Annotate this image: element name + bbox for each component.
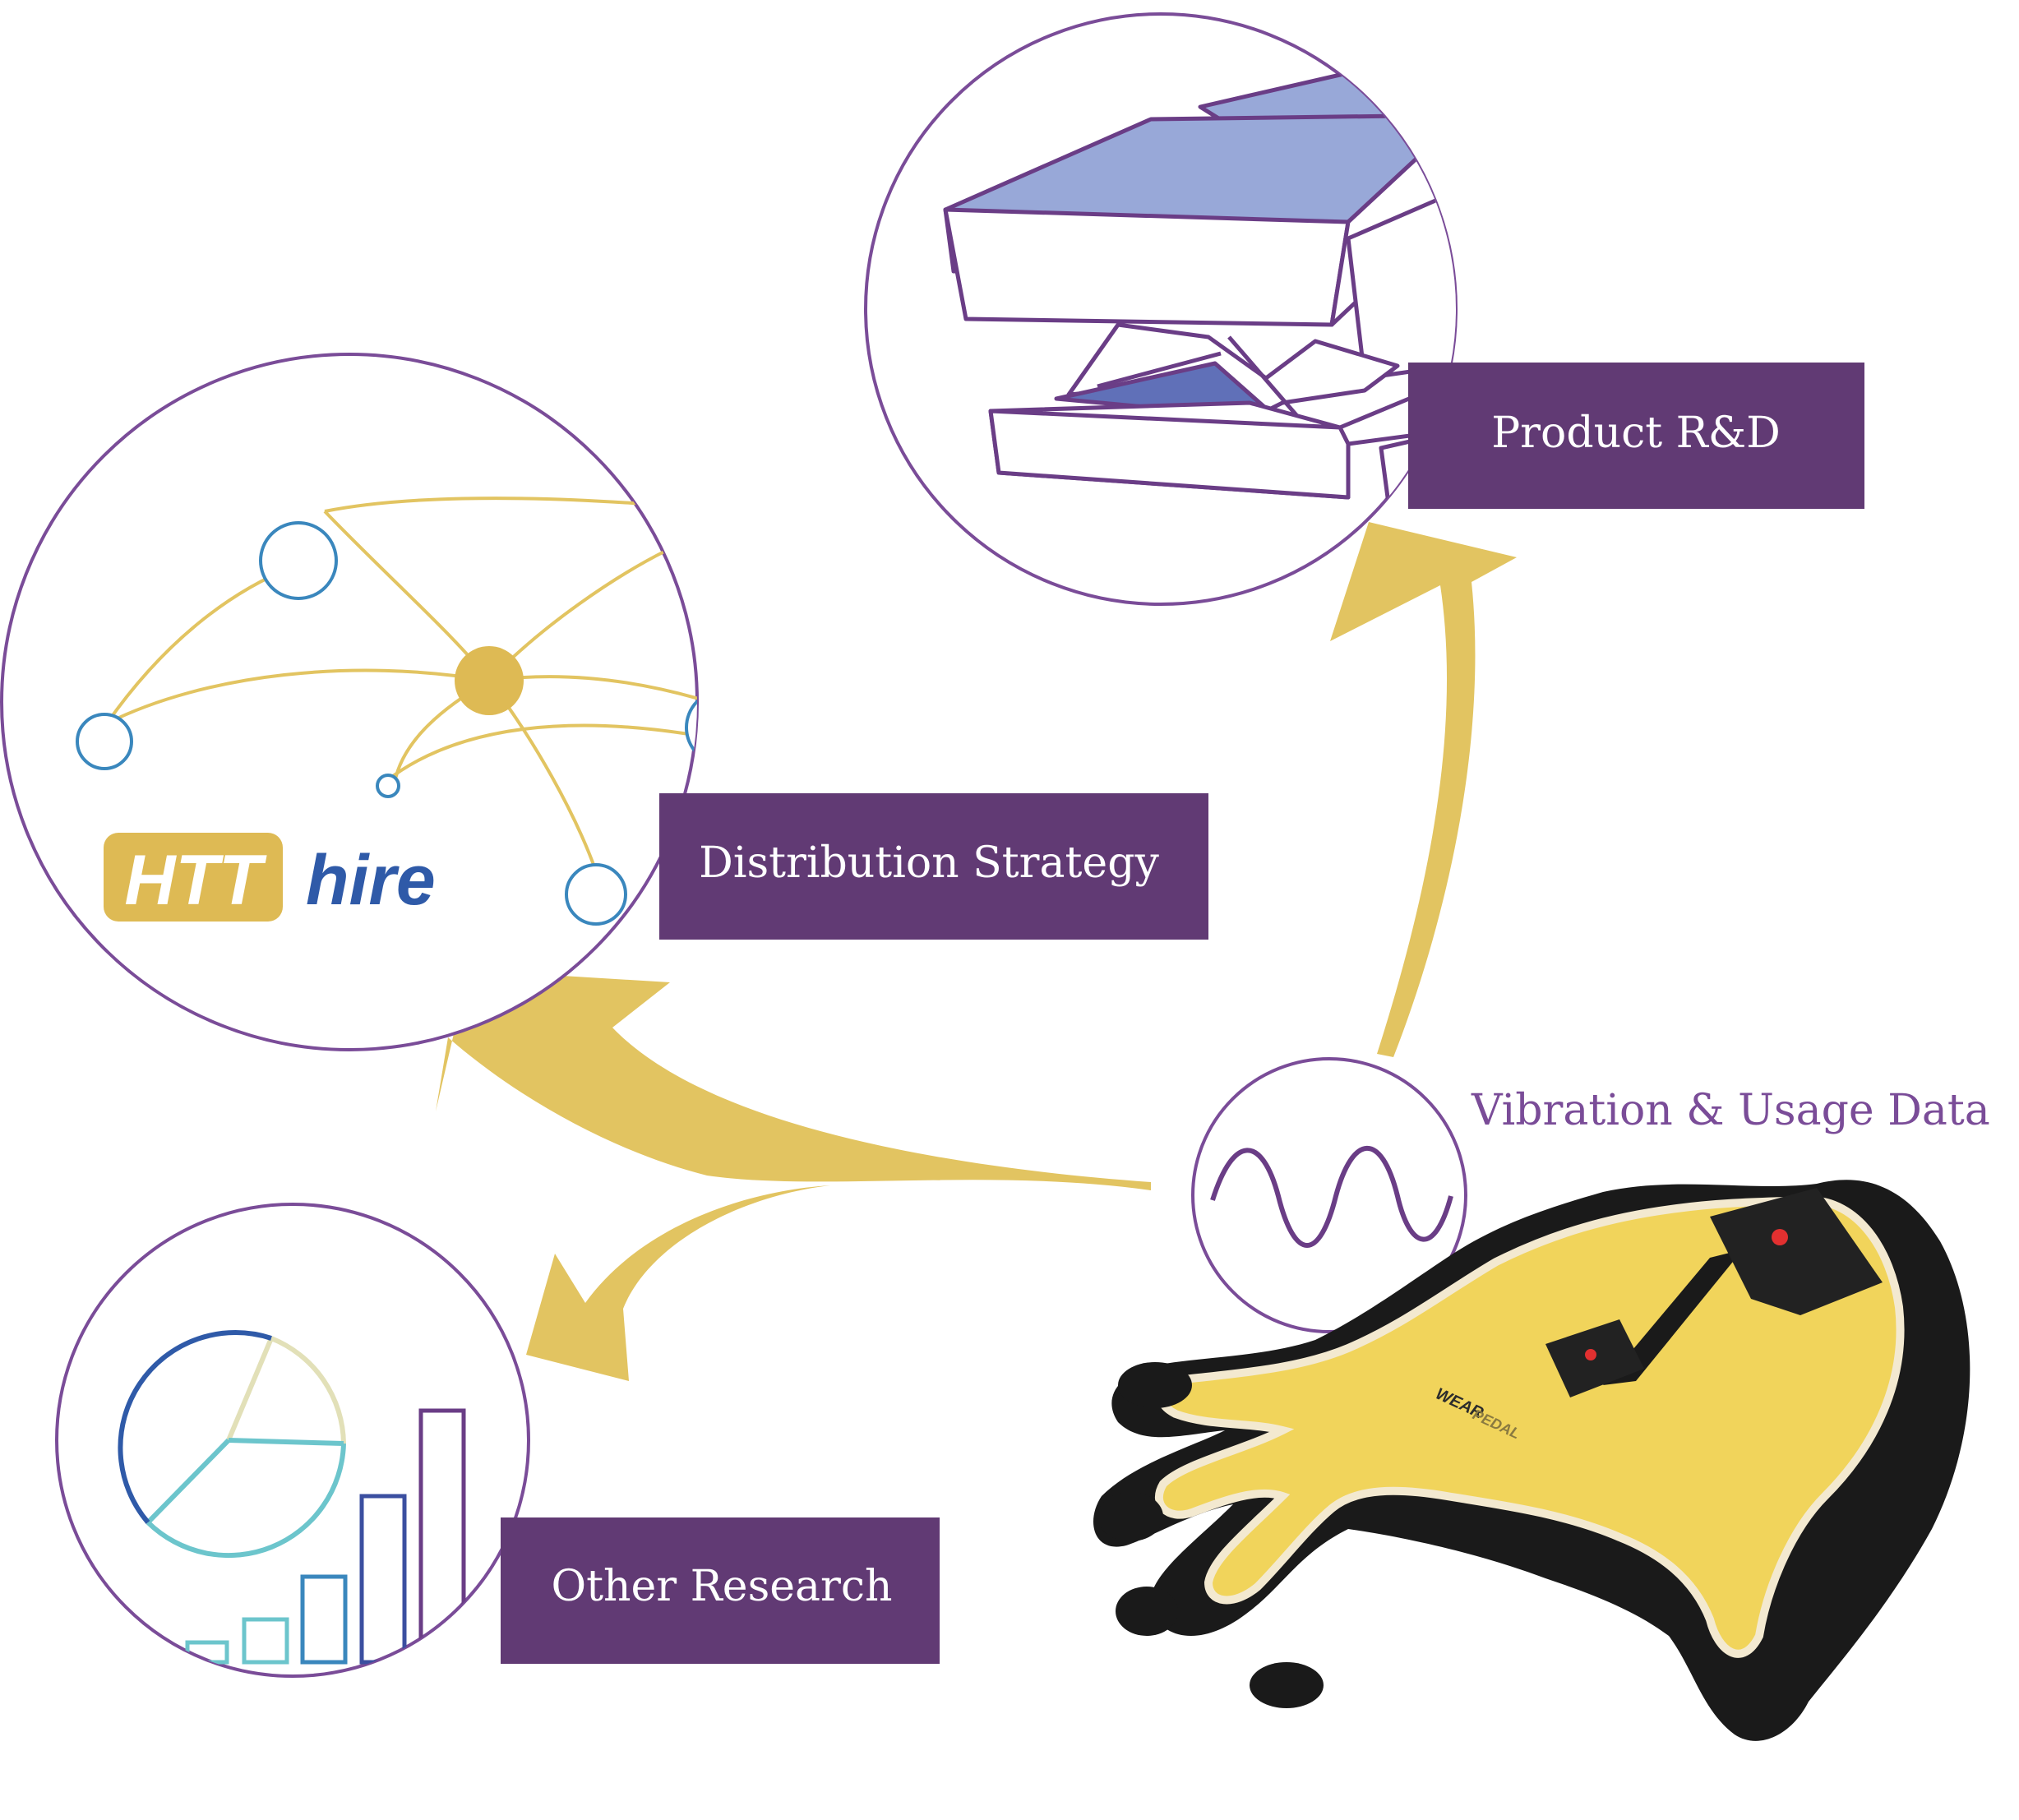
other-research-node: Other Research xyxy=(55,1203,940,1678)
research-label-box xyxy=(501,1517,940,1664)
vibration-circle xyxy=(1191,1057,1467,1333)
network-node xyxy=(376,774,400,798)
distribution-label: Distribution Strategy xyxy=(699,838,1159,888)
flow-arrows xyxy=(436,522,1517,1381)
arrow-to-product xyxy=(1330,522,1517,1057)
network-node xyxy=(685,689,697,766)
product-rd-node: Product R&D xyxy=(864,12,1864,606)
research-label: Other Research xyxy=(551,1562,892,1611)
vibration-data-node: Vibration & Usage Data xyxy=(1191,1057,1990,1333)
arrow-to-distribution xyxy=(436,970,1151,1190)
network-illustration: HTT hire xyxy=(76,497,697,926)
network-hub xyxy=(455,646,524,715)
htt-hire-logo: HTT hire xyxy=(104,833,436,922)
distribution-circle xyxy=(0,353,699,1051)
product-rd-label-box xyxy=(1408,363,1864,509)
vibration-data-label: Vibration & Usage Data xyxy=(1471,1086,1990,1135)
logo-part-htt: HTT xyxy=(124,841,267,920)
distribution-strategy-node: HTT hire Distribution Strategy xyxy=(0,353,1208,1051)
sensor-glove-image: WEAR PEDAL xyxy=(1093,1180,1970,1741)
network-node xyxy=(259,521,338,600)
logo-part-hire: hire xyxy=(306,841,436,920)
product-rd-label: Product R&D xyxy=(1491,409,1781,458)
network-node xyxy=(76,713,133,770)
sine-wave-icon xyxy=(1210,1145,1453,1248)
distribution-label-box xyxy=(659,793,1208,940)
network-node xyxy=(565,863,627,926)
pie-chart-icon xyxy=(118,1330,346,1559)
glove-sensor-module xyxy=(1545,1188,1883,1397)
arrow-to-research xyxy=(526,1185,830,1381)
